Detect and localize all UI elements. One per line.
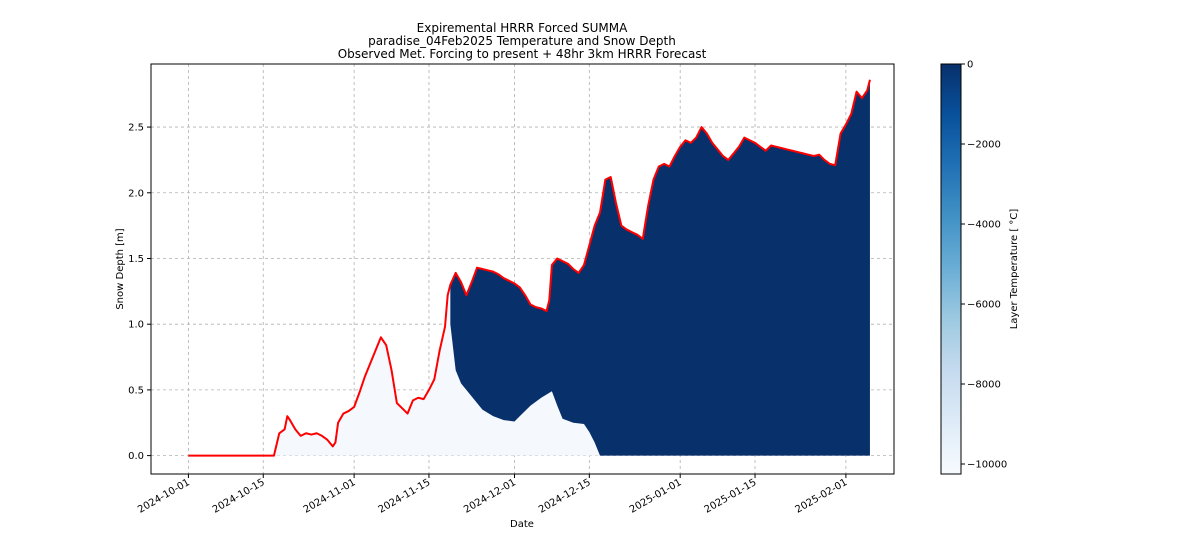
x-axis-label: Date	[510, 519, 534, 530]
x-tick-label: 2025-01-15	[703, 477, 759, 516]
x-tick-label: 2025-01-01	[628, 477, 684, 516]
plot-frame	[150, 63, 895, 475]
y-tick-label: 0.5	[128, 385, 144, 396]
x-tick-label: 2024-12-15	[537, 477, 593, 516]
y-axis-label: Snow Depth [m]	[115, 228, 126, 309]
colorbar-tick-label: −10000	[967, 460, 1007, 471]
y-tick-label: 2.0	[128, 188, 144, 199]
colorbar-tick-label: 0	[967, 60, 973, 71]
x-tick-label: 2025-02-01	[794, 477, 850, 516]
x-tick-label: 2024-12-01	[462, 477, 518, 516]
y-tick-label: 1.5	[128, 254, 144, 265]
colorbar-tick-label: −6000	[967, 300, 1001, 311]
colorbar-tick-label: −4000	[967, 220, 1001, 231]
chart-title-line-2: paradise_04Feb2025 Temperature and Snow …	[368, 34, 676, 48]
y-axis: 0.0 0.5 1.0 1.5 2.0 2.5	[128, 123, 151, 462]
y-tick-label: 0.0	[128, 451, 144, 462]
snowpack-cold-fill	[450, 79, 870, 456]
colorbar-label: Layer Temperature [ °C]	[1009, 209, 1020, 330]
snow-depth-line	[188, 79, 871, 457]
colorbar-tick-label: −8000	[967, 380, 1001, 391]
x-tick-label: 2024-11-15	[377, 477, 433, 516]
x-tick-label: 2024-11-01	[302, 477, 358, 516]
chart-title-line-1: Expiremental HRRR Forced SUMMA	[417, 21, 628, 35]
series-group	[188, 79, 871, 457]
colorbar-axis: 0 −2000 −4000 −6000 −8000 −10000	[961, 60, 1007, 471]
x-tick-label: 2024-10-01	[136, 477, 192, 516]
colorbar	[940, 63, 962, 475]
colorbar-tick-label: −2000	[967, 140, 1001, 151]
x-tick-label: 2024-10-15	[211, 477, 267, 516]
chart-title-line-3: Observed Met. Forcing to present + 48hr …	[338, 47, 707, 61]
x-axis: 2024-10-01 2024-10-15 2024-11-01 2024-11-15…	[136, 474, 849, 516]
y-tick-label: 1.0	[128, 320, 144, 331]
y-tick-label: 2.5	[128, 123, 144, 134]
